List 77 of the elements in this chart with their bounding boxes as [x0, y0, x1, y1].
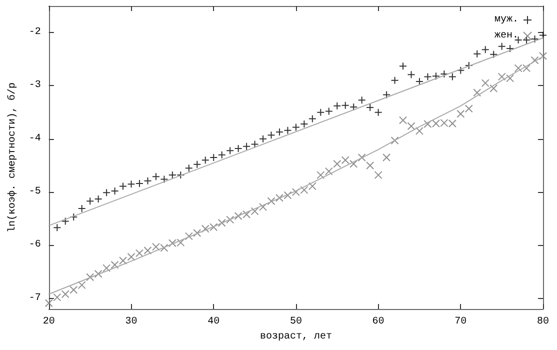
point: [506, 44, 514, 53]
y-axis-title: ln(коэф. смертности), б/р: [6, 82, 18, 233]
point: [473, 50, 482, 58]
point: [308, 114, 316, 123]
point: [250, 140, 259, 148]
x-tick-label: 20: [42, 316, 55, 328]
point: [70, 213, 78, 222]
point: [119, 182, 128, 190]
point: [127, 180, 136, 188]
point: [530, 34, 539, 43]
point: [259, 134, 268, 143]
point: [350, 103, 358, 111]
point: [324, 107, 333, 116]
y-tick-label: -7: [28, 292, 41, 304]
point: [210, 154, 218, 162]
point: [300, 120, 308, 128]
point: [160, 175, 168, 184]
point: [275, 128, 284, 136]
point: [366, 104, 374, 112]
point: [144, 176, 152, 185]
point: [456, 66, 465, 74]
point: [390, 76, 399, 84]
point: [193, 160, 202, 168]
x-tick-label: 80: [536, 316, 550, 328]
x-tick-label: 50: [290, 316, 302, 328]
point: [94, 194, 102, 203]
point: [440, 70, 448, 78]
point: [242, 142, 251, 150]
y-tick-label: -2: [28, 27, 41, 38]
point: [407, 70, 416, 79]
x-tick-label: 40: [208, 316, 220, 328]
point: [234, 144, 242, 152]
legend-label: жен.: [494, 30, 518, 42]
point: [522, 36, 531, 44]
point: [176, 171, 185, 180]
point: [399, 62, 408, 70]
point: [432, 72, 440, 80]
point: [490, 50, 498, 58]
x-tick-label: 30: [125, 316, 138, 328]
point: [498, 42, 506, 50]
point: [267, 131, 276, 140]
point: [201, 156, 210, 164]
x-tick-label: 70: [454, 316, 467, 328]
point: [333, 102, 342, 110]
point: [382, 90, 391, 99]
point: [110, 186, 119, 195]
point: [374, 108, 382, 116]
point: [86, 197, 94, 206]
y-tick-label: -3: [28, 80, 41, 92]
point: [316, 108, 325, 116]
point: [184, 164, 193, 172]
point: [292, 123, 300, 132]
point: [78, 204, 86, 213]
point: [53, 224, 62, 232]
point: [152, 172, 160, 181]
x-tick-label: 60: [372, 316, 384, 328]
point: [226, 146, 234, 155]
point: [424, 72, 432, 81]
point: [102, 188, 111, 197]
y-tick-label: -5: [28, 186, 41, 198]
point: [341, 101, 350, 110]
point: [61, 217, 70, 226]
point: [448, 72, 456, 81]
point: [358, 96, 366, 104]
y-tick-label: -6: [28, 240, 41, 251]
point: [284, 126, 292, 134]
x-axis-title: возраст, лет: [260, 331, 332, 342]
point: [218, 150, 226, 159]
point: [415, 77, 424, 86]
legend-label: муж.: [494, 14, 518, 26]
point: [135, 180, 144, 188]
point: [168, 171, 176, 180]
y-tick-label: -4: [28, 133, 41, 144]
point: [539, 31, 547, 40]
point: [514, 36, 522, 44]
point: [464, 62, 473, 70]
point: [481, 46, 490, 54]
